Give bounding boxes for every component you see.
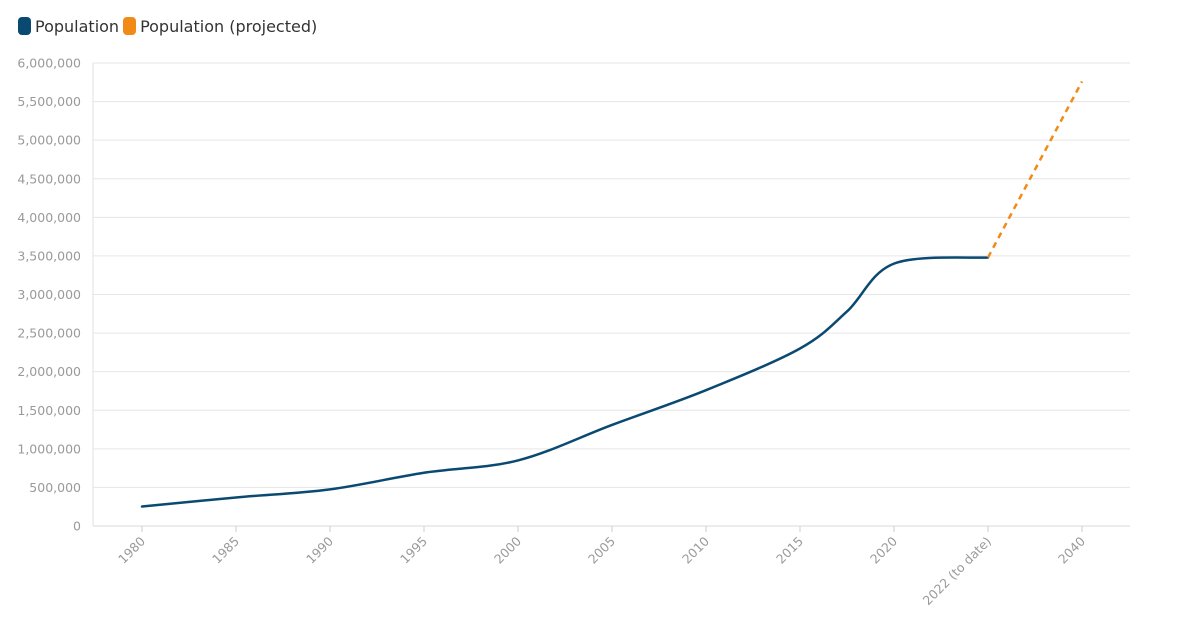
y-tick-label: 4,000,000 xyxy=(17,210,81,225)
x-tick-label: 2005 xyxy=(585,534,618,567)
y-tick-label: 1,000,000 xyxy=(17,441,81,456)
x-tick-label: 2015 xyxy=(773,534,806,567)
series-line-population-projected[interactable] xyxy=(986,80,1084,259)
x-tick-label: 2000 xyxy=(491,533,524,566)
y-tick-label: 5,000,000 xyxy=(17,133,81,148)
y-tick-label: 3,500,000 xyxy=(17,248,81,263)
y-tick-label: 1,500,000 xyxy=(17,403,81,418)
legend-item-population-projected[interactable]: Population (projected) xyxy=(123,17,317,36)
x-tick-label: 1995 xyxy=(397,534,430,567)
x-tick-label: 1990 xyxy=(303,533,336,566)
x-tick-label: 2020 xyxy=(867,533,900,566)
y-tick-label: 0 xyxy=(73,519,81,534)
y-tick-label: 3,000,000 xyxy=(17,287,81,302)
legend-swatch-population xyxy=(18,17,31,35)
legend-label-population: Population xyxy=(35,16,120,36)
y-tick-label: 500,000 xyxy=(29,480,81,495)
y-axis: 0 500,000 1,000,000 1,500,000 2,000,000 2,500… xyxy=(17,56,94,534)
legend-item-population[interactable]: Population xyxy=(18,17,119,36)
y-tick-label: 2,000,000 xyxy=(17,364,81,379)
y-tick-label: 4,500,000 xyxy=(17,171,81,186)
y-tick-label: 5,500,000 xyxy=(17,94,81,109)
y-tick-label: 2,500,000 xyxy=(17,326,81,341)
chart-legend: Population Population (projected) xyxy=(18,16,317,36)
x-tick-label: 2040 xyxy=(1055,533,1088,566)
legend-label-population-projected: Population (projected) xyxy=(140,16,318,36)
series-lines xyxy=(140,80,1084,508)
series-line-population[interactable] xyxy=(140,256,990,508)
x-tick-label: 1980 xyxy=(115,533,148,566)
x-tick-label: 2010 xyxy=(679,533,712,566)
x-tick-label: 1985 xyxy=(209,534,242,567)
x-axis: 1980 1985 1990 1995 2000 2005 2010 2015 2020 2022… xyxy=(115,526,1088,608)
y-tick-label: 6,000,000 xyxy=(17,56,81,71)
legend-swatch-population-projected xyxy=(123,17,137,35)
x-tick-label: 2022 (to date) xyxy=(920,534,994,608)
grid-lines xyxy=(93,62,1130,527)
